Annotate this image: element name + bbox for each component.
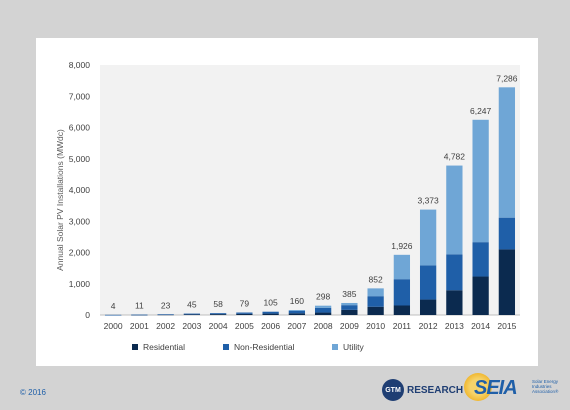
bar-segment-utility: [289, 310, 305, 311]
total-data-label: 45: [187, 300, 197, 310]
total-data-label: 298: [316, 292, 330, 302]
x-tick-label: 2012: [419, 321, 438, 331]
total-data-label: 160: [290, 296, 304, 306]
gtm-logo-mark: GTM: [382, 379, 404, 401]
seia-logo: SEIA Solar Energy Industries Association…: [462, 373, 562, 405]
total-data-label: 4,782: [444, 152, 466, 162]
x-tick-label: 2015: [497, 321, 516, 331]
bar-segment-non-residential: [315, 308, 331, 313]
y-tick-label: 4,000: [69, 185, 91, 195]
bar-segment-residential: [341, 310, 357, 315]
bar-segment-non-residential: [499, 218, 515, 250]
bar-segment-utility: [420, 210, 436, 266]
total-data-label: 58: [213, 299, 223, 309]
legend-swatch: [132, 344, 138, 350]
y-axis-label: Annual Solar PV Installations (MWdc): [55, 129, 65, 271]
bar-segment-non-residential: [157, 314, 173, 315]
bar-segment-non-residential: [105, 315, 121, 316]
y-tick-label: 2,000: [69, 248, 91, 258]
bar-segment-non-residential: [446, 254, 462, 290]
bar-segment-residential: [420, 300, 436, 315]
seia-logo-text: SEIA: [474, 377, 517, 400]
gtm-research-logo: GTM RESEARCH: [382, 378, 463, 402]
x-tick-label: 2009: [340, 321, 359, 331]
legend-label: Residential: [143, 342, 185, 352]
total-data-label: 3,373: [417, 196, 439, 206]
bar-segment-non-residential: [341, 305, 357, 310]
x-tick-label: 2005: [235, 321, 254, 331]
bar-segment-non-residential: [210, 313, 226, 314]
total-data-label: 6,247: [470, 106, 492, 116]
bar-segment-residential: [289, 313, 305, 315]
bar-segment-utility: [446, 166, 462, 255]
x-tick-label: 2013: [445, 321, 464, 331]
copyright-text: © 2016: [20, 388, 46, 397]
total-data-label: 4: [111, 301, 116, 311]
bar-segment-utility: [315, 306, 331, 308]
y-tick-label: 8,000: [69, 60, 91, 70]
legend-label: Non-Residential: [234, 342, 295, 352]
legend-swatch: [223, 344, 229, 350]
x-tick-label: 2007: [287, 321, 306, 331]
x-tick-label: 2001: [130, 321, 149, 331]
x-tick-label: 2004: [209, 321, 228, 331]
bar-segment-non-residential: [236, 313, 252, 314]
bar-segment-utility: [367, 288, 383, 296]
bar-segment-residential: [236, 314, 252, 315]
total-data-label: 852: [369, 274, 383, 284]
total-data-label: 105: [264, 298, 278, 308]
bar-segment-utility: [394, 255, 410, 279]
bar-segment-residential: [184, 314, 200, 315]
bar-segment-residential: [446, 290, 462, 315]
bar-segment-residential: [499, 249, 515, 315]
y-tick-label: 0: [85, 310, 90, 320]
seia-subtitle: Solar Energy Industries Association®: [532, 379, 566, 394]
chart-panel: Annual Solar PV Installations (MWdc) 0 1,…: [36, 38, 538, 366]
legend-label: Utility: [343, 342, 365, 352]
y-tick-label: 7,000: [69, 91, 91, 101]
x-tick-label: 2006: [261, 321, 280, 331]
bar-segment-residential: [210, 314, 226, 315]
legend-item: Residential: [132, 342, 185, 352]
x-tick-label: 2014: [471, 321, 490, 331]
bar-segment-non-residential: [131, 315, 147, 316]
y-tick-label: 6,000: [69, 123, 91, 133]
bar-segment-non-residential: [472, 242, 488, 276]
legend-item: Utility: [332, 342, 365, 352]
bar-segment-residential: [262, 314, 278, 315]
total-data-label: 7,286: [496, 73, 518, 83]
bar-segment-residential: [472, 277, 488, 315]
x-tick-label: 2008: [314, 321, 333, 331]
y-tick-label: 1,000: [69, 279, 91, 289]
x-tick-label: 2003: [182, 321, 201, 331]
gtm-logo-text: RESEARCH: [407, 385, 463, 396]
bar-segment-utility: [499, 87, 515, 217]
bar-segment-non-residential: [394, 279, 410, 305]
y-tick-label: 3,000: [69, 216, 91, 226]
bar-segment-residential: [367, 307, 383, 315]
bar-segment-utility: [341, 303, 357, 305]
x-tick-label: 2000: [104, 321, 123, 331]
bar-segment-non-residential: [420, 265, 436, 299]
total-data-label: 79: [240, 299, 250, 309]
x-tick-label: 2011: [393, 321, 412, 331]
bar-segment-non-residential: [262, 312, 278, 314]
y-tick-label: 5,000: [69, 154, 91, 164]
bar-segment-non-residential: [184, 314, 200, 315]
stacked-bar-chart: Annual Solar PV Installations (MWdc) 0 1,…: [36, 38, 538, 366]
bar-segment-non-residential: [289, 311, 305, 313]
bar-segment-residential: [315, 313, 331, 315]
legend-item: Non-Residential: [223, 342, 295, 352]
total-data-label: 385: [342, 289, 356, 299]
total-data-label: 23: [161, 300, 171, 310]
x-tick-label: 2010: [366, 321, 385, 331]
x-tick-label: 2002: [156, 321, 175, 331]
legend-swatch: [332, 344, 338, 350]
bar-segment-non-residential: [367, 296, 383, 307]
total-data-label: 1,926: [391, 241, 413, 251]
bar-segment-utility: [472, 120, 488, 242]
bar-segment-residential: [394, 306, 410, 316]
total-data-label: 11: [135, 301, 144, 311]
